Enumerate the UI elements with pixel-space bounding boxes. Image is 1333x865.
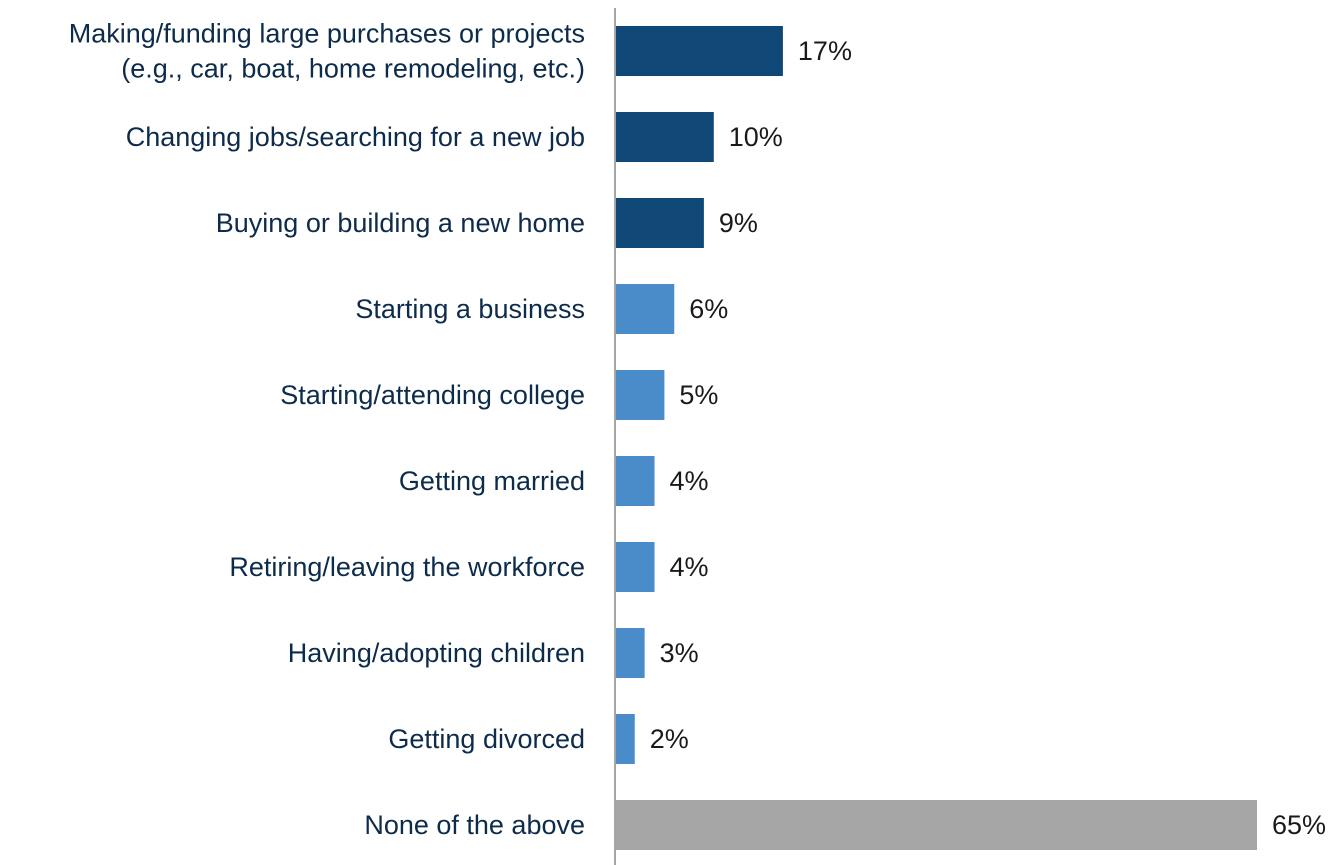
value-label-10: 65% — [1272, 810, 1326, 840]
value-label-2: 10% — [729, 122, 783, 152]
value-label-1: 17% — [798, 36, 852, 66]
value-label-7: 4% — [670, 552, 709, 582]
bar-1 — [615, 26, 783, 76]
value-label-5: 5% — [679, 380, 718, 410]
value-label-9: 2% — [650, 724, 689, 754]
bar-6 — [615, 456, 655, 506]
category-label-1: Making/funding large purchases or projec… — [69, 19, 585, 84]
category-label-line: Starting/attending college — [280, 380, 585, 410]
category-labels-group: Making/funding large purchases or projec… — [69, 19, 585, 841]
bar-3 — [615, 198, 704, 248]
value-labels-group: 17% 10% 9% 6% 5% 4% 4% 3% 2% 65% — [650, 36, 1326, 840]
bars-group — [615, 26, 1257, 850]
bar-8 — [615, 628, 645, 678]
category-label-3: Buying or building a new home — [216, 208, 585, 238]
category-label-10: None of the above — [364, 810, 585, 840]
bar-9 — [615, 714, 635, 764]
category-label-line: (e.g., car, boat, home remodeling, etc.) — [121, 54, 585, 84]
category-label-line: Getting divorced — [388, 724, 585, 754]
category-label-2: Changing jobs/searching for a new job — [126, 122, 585, 152]
category-label-line: None of the above — [364, 810, 585, 840]
bar-4 — [615, 284, 675, 334]
category-label-9: Getting divorced — [388, 724, 585, 754]
category-label-6: Getting married — [399, 466, 585, 496]
category-label-line: Buying or building a new home — [216, 208, 585, 238]
category-label-line: Making/funding large purchases or projec… — [69, 19, 585, 49]
category-label-line: Changing jobs/searching for a new job — [126, 122, 585, 152]
value-label-3: 9% — [719, 208, 758, 238]
bar-7 — [615, 542, 655, 592]
category-label-5: Starting/attending college — [280, 380, 585, 410]
value-label-4: 6% — [689, 294, 728, 324]
value-label-6: 4% — [670, 466, 709, 496]
category-label-line: Retiring/leaving the workforce — [229, 552, 585, 582]
bar-2 — [615, 112, 714, 162]
category-label-7: Retiring/leaving the workforce — [229, 552, 585, 582]
category-label-line: Getting married — [399, 466, 585, 496]
bar-10 — [615, 800, 1257, 850]
category-label-8: Having/adopting children — [288, 638, 585, 668]
category-label-line: Having/adopting children — [288, 638, 585, 668]
category-label-4: Starting a business — [355, 294, 585, 324]
value-label-8: 3% — [660, 638, 699, 668]
category-label-line: Starting a business — [355, 294, 585, 324]
bar-5 — [615, 370, 665, 420]
